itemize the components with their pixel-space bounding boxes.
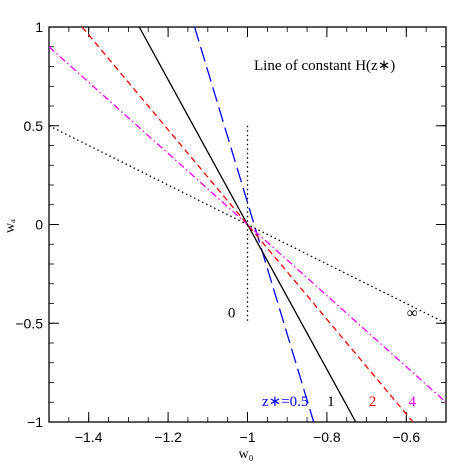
series-line-2 — [81, 27, 414, 422]
series-label-5: 0 — [228, 305, 236, 321]
series-line-0 — [193, 27, 315, 422]
y-tick-label: −1 — [27, 414, 43, 430]
series-label-0: z∗=0.5 — [262, 394, 308, 410]
x-tick-label: −1 — [240, 429, 256, 445]
series-label-1: 1 — [327, 394, 335, 410]
y-tick-label: 0.5 — [24, 118, 44, 134]
series-label-4: ∞ — [407, 305, 418, 321]
axis-ticks — [48, 26, 447, 423]
series-line-4 — [49, 125, 446, 324]
y-tick-label: 0 — [35, 217, 43, 233]
y-tick-label: −0.5 — [15, 315, 43, 331]
annotation-title: Line of constant H(z∗) — [254, 58, 395, 74]
x-tick-label: −1.4 — [75, 429, 103, 445]
x-tick-label: −0.6 — [392, 429, 420, 445]
x-axis-label: w₀ — [239, 447, 254, 462]
series-lines — [49, 27, 446, 422]
y-axis-label: wₐ — [3, 219, 18, 233]
tick-labels: −1.4 −1.2 −1 −0.8 −0.6 −1 −0.5 0 0.5 1 — [15, 19, 420, 445]
series-label-2: 2 — [369, 394, 377, 410]
x-tick-label: −0.8 — [313, 429, 341, 445]
series-labels: z∗=0.5 1 2 4 ∞ 0 — [228, 305, 418, 410]
x-tick-label: −1.2 — [154, 429, 182, 445]
series-label-3: 4 — [409, 394, 417, 410]
y-tick-label: 1 — [35, 19, 43, 35]
